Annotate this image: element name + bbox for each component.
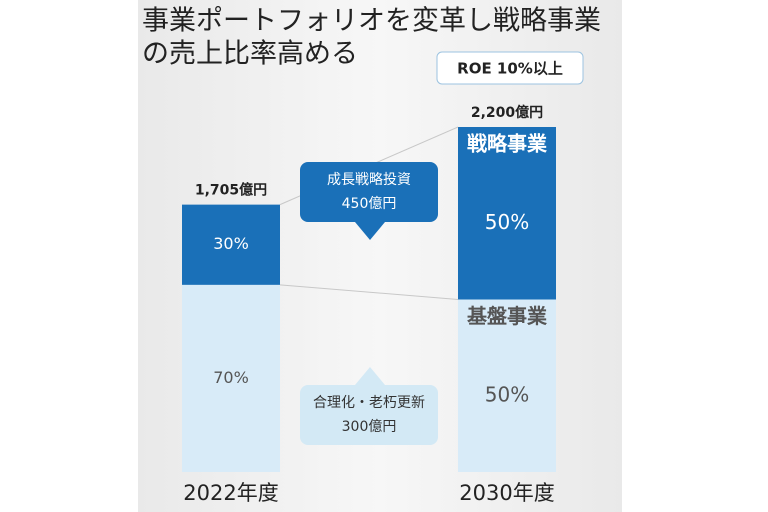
x-tick-label: 2022年度 <box>183 481 278 505</box>
callout-pointer <box>355 367 385 385</box>
total-label: 2,200億円 <box>471 104 543 121</box>
chart-title: 事業ポートフォリオを変革し戦略事業 <box>142 6 601 37</box>
callout-value: 450億円 <box>342 196 397 212</box>
chart-title: の売上比率高める <box>142 39 358 70</box>
callout-text: 合理化・老朽更新 <box>313 395 425 411</box>
total-label: 1,705億円 <box>195 182 267 199</box>
value-label: 30% <box>213 234 249 253</box>
callout-pointer <box>355 222 385 240</box>
callout-value: 300億円 <box>342 419 397 435</box>
callout-text: 成長戦略投資 <box>327 172 411 188</box>
series-label: 戦略事業 <box>467 132 548 156</box>
callout-box <box>300 385 438 445</box>
x-tick-label: 2030年度 <box>459 481 554 505</box>
callout-box <box>300 162 438 222</box>
value-label: 50% <box>485 210 529 234</box>
series-label: 基盤事業 <box>467 304 548 328</box>
badge: ROE 10%以上 <box>457 60 563 78</box>
badge-box <box>436 51 584 85</box>
value-label: 50% <box>485 382 529 406</box>
connector <box>279 284 459 300</box>
bar-segment <box>458 127 556 300</box>
bar-segment <box>458 299 556 472</box>
bar-segment <box>182 204 280 285</box>
value-label: 70% <box>213 368 249 387</box>
bar-segment <box>182 284 280 472</box>
